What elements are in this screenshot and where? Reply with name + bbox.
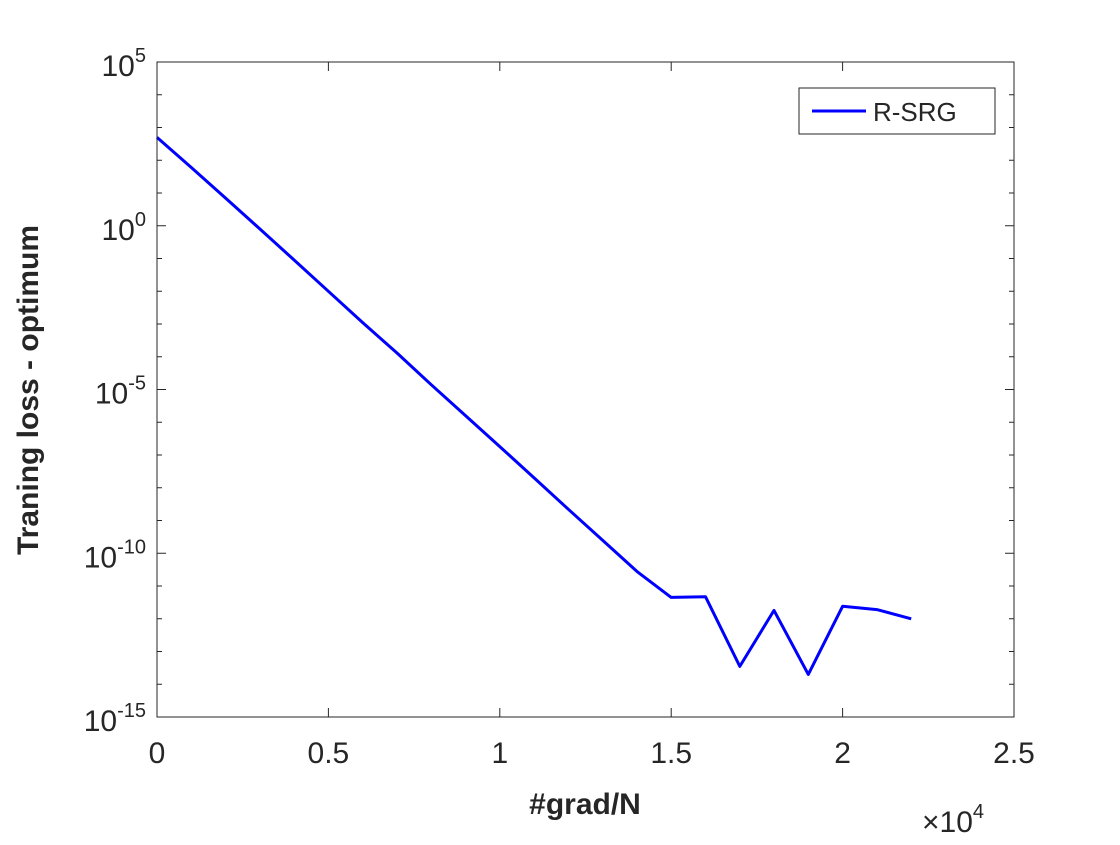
y-tick-base: 10 bbox=[84, 705, 117, 738]
y-axis-label: Traning loss - optimum bbox=[12, 225, 45, 555]
y-tick-exponent: -15 bbox=[117, 700, 146, 722]
plot-background bbox=[157, 62, 1014, 717]
y-tick-base: 10 bbox=[84, 541, 117, 574]
y-tick-exponent: -5 bbox=[128, 373, 146, 395]
x-tick-label: 0 bbox=[149, 737, 166, 770]
y-tick-label: 105 bbox=[102, 45, 147, 83]
legend: R-SRG bbox=[798, 87, 996, 135]
y-tick-exponent: -10 bbox=[117, 536, 146, 558]
x-tick-label: 0.5 bbox=[308, 737, 350, 770]
x-tick-label: 1.5 bbox=[650, 737, 692, 770]
plot-frame bbox=[156, 61, 1015, 718]
y-tick-label: 10-5 bbox=[95, 373, 146, 411]
y-tick-base: 10 bbox=[102, 50, 135, 83]
x-multiplier: ×104 bbox=[922, 801, 984, 839]
x-tick-label: 2 bbox=[834, 737, 851, 770]
x-axis-label: #grad/N bbox=[529, 788, 641, 821]
series-layer bbox=[156, 136, 912, 676]
x-multiplier-base: ×10 bbox=[922, 806, 973, 839]
y-tick-label: 10-15 bbox=[84, 700, 146, 738]
x-tick-label: 2.5 bbox=[993, 737, 1035, 770]
y-tick-label: 100 bbox=[102, 209, 147, 247]
x-multiplier-exponent: 4 bbox=[973, 801, 984, 823]
y-tick-label: 10-10 bbox=[84, 536, 146, 574]
y-tick-exponent: 5 bbox=[135, 45, 146, 67]
y-tick-exponent: 0 bbox=[135, 209, 146, 231]
legend-label: R-SRG bbox=[873, 97, 957, 127]
series-line-r-srg bbox=[156, 136, 912, 676]
labels-layer: #grad/N Traning loss - optimum ×104 bbox=[12, 225, 984, 839]
y-tick-base: 10 bbox=[102, 214, 135, 247]
x-tick-label: 1 bbox=[491, 737, 508, 770]
y-tick-base: 10 bbox=[95, 378, 128, 411]
